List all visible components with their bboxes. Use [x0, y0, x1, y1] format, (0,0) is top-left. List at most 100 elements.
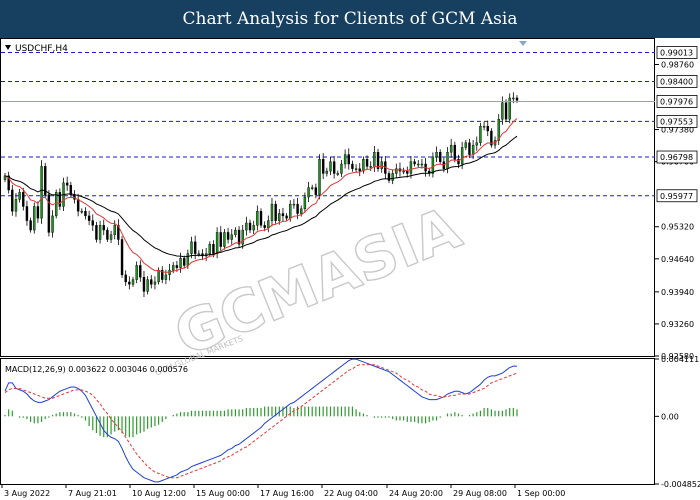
candle-body [490, 130, 493, 146]
candle-body [113, 225, 116, 235]
candle-body [139, 265, 142, 278]
candle-body [252, 225, 255, 231]
candle-body [215, 232, 219, 254]
candle-body [157, 269, 160, 283]
candle-body [164, 274, 168, 280]
chart-area: GCMASIA GCM GLOBAL MARKETS USDCHF,H4 0.9… [0, 38, 700, 500]
candle-body [508, 97, 511, 120]
time-axis-label: 22 Aug 04:00 [324, 489, 378, 498]
price-axis-label: 0.93260 [661, 320, 694, 329]
candle-body [124, 274, 127, 283]
candle-body [248, 222, 252, 231]
macd-main-line [4, 358, 517, 483]
chart-title-banner: Chart Analysis for Clients of GCM Asia [0, 0, 700, 38]
candle-body [351, 163, 354, 169]
candle-body [212, 244, 215, 254]
candle-body [453, 144, 457, 160]
price-axis-label: 0.98760 [661, 60, 694, 69]
moving-average-fast [4, 118, 518, 273]
candle-body [84, 210, 87, 217]
price-level-label: 0.96798 [660, 153, 693, 162]
candle-body [340, 163, 343, 174]
time-axis-label: 1 Sep 00:00 [517, 489, 565, 498]
chart-background [0, 38, 700, 500]
chevron-down-icon[interactable] [5, 45, 11, 50]
price-level-label: 0.97553 [660, 117, 693, 126]
candle-body [76, 199, 80, 212]
candle-body [497, 118, 500, 141]
candle-body [292, 203, 296, 206]
candle-body [186, 253, 190, 266]
candle-body [289, 203, 292, 219]
candle-body [314, 187, 318, 195]
candle-body [501, 102, 504, 120]
macd-axis-label: -0.004852 [661, 480, 700, 489]
time-axis-label: 15 Aug 00:00 [196, 489, 250, 498]
candle-body [318, 159, 321, 195]
candle-body [146, 279, 149, 292]
candle-body [106, 229, 109, 240]
candle-body [18, 192, 21, 200]
candle-body [179, 258, 182, 268]
candle-body [190, 241, 193, 254]
price-axis-label: 0.97380 [661, 126, 694, 135]
candle-body [278, 213, 281, 221]
candle-body [274, 203, 277, 221]
candle-body [460, 147, 464, 165]
candle-body [193, 241, 197, 254]
candle-body [468, 142, 471, 155]
time-axis-label: 24 Aug 20:00 [389, 489, 443, 498]
candle-body [409, 161, 413, 174]
candle-body [300, 208, 303, 214]
candle-body [431, 156, 435, 174]
candle-body [325, 170, 329, 174]
candle-body [321, 159, 325, 174]
candle-body [457, 159, 460, 165]
candle-body [464, 142, 468, 148]
time-axis-label: 17 Aug 16:00 [260, 489, 314, 498]
candle-body [329, 161, 332, 172]
macd-panel-frame [0, 358, 655, 485]
time-axis-label: 3 Aug 2022 [4, 489, 50, 498]
macd-label: MACD(12,26,9) 0.003622 0.003046 0.000576 [5, 365, 188, 374]
candle-body [25, 206, 29, 221]
candle-body [14, 199, 18, 212]
candle-body [87, 215, 91, 221]
candle-body [343, 154, 347, 165]
time-axis-label: 10 Aug 12:00 [132, 489, 186, 498]
candle-body [354, 168, 358, 170]
candle-body [362, 159, 365, 172]
candle-body [40, 166, 43, 219]
candle-body [303, 196, 307, 210]
candle-body [230, 234, 233, 240]
candle-body [281, 213, 285, 217]
candle-body [285, 215, 288, 219]
candle-body [310, 187, 314, 189]
candle-body [365, 159, 369, 167]
candle-body [161, 269, 164, 280]
moving-average-slow [4, 135, 518, 258]
candle-body [131, 279, 135, 285]
candle-body [117, 225, 120, 240]
price-axis-label: 0.94640 [661, 255, 694, 264]
candle-body [219, 232, 222, 247]
symbol-label: USDCHF,H4 [15, 44, 68, 54]
candle-body [256, 210, 259, 226]
candle-body [54, 192, 58, 217]
candle-body [80, 210, 84, 213]
price-level-label: 0.98400 [660, 77, 693, 86]
candle-body [58, 192, 62, 207]
candle-body [44, 166, 47, 195]
candle-body [486, 126, 489, 132]
price-level-badge [656, 189, 698, 203]
price-axis-label: 0.93940 [661, 288, 694, 297]
candle-body [223, 232, 226, 247]
current-price-badge [656, 95, 698, 108]
candle-body [150, 279, 153, 285]
candle-body [98, 225, 102, 240]
candle-body [175, 265, 179, 268]
candle-body [226, 232, 230, 240]
candle-body [479, 126, 482, 143]
candle-body [413, 161, 416, 165]
price-level-badge [656, 150, 698, 164]
